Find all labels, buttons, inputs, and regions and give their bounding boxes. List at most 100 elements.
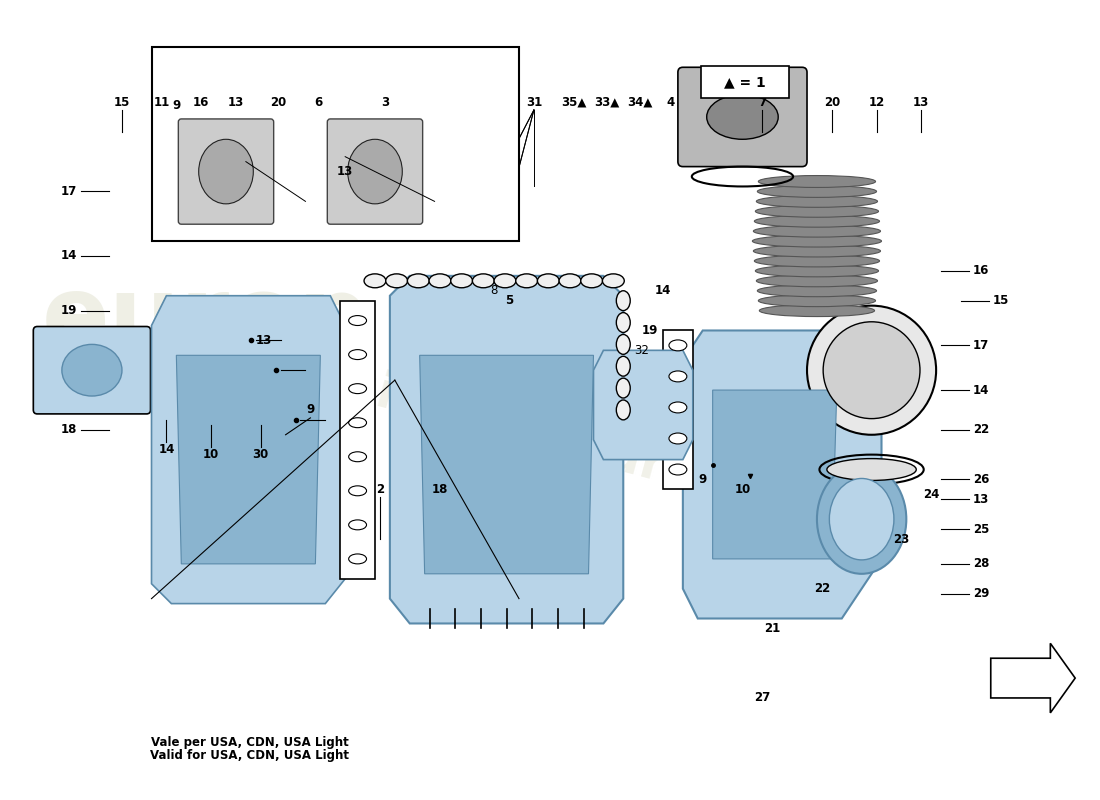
Text: 14: 14 [158, 443, 175, 456]
Bar [340, 301, 375, 578]
Ellipse shape [559, 274, 581, 288]
Text: 34▲: 34▲ [627, 95, 652, 109]
Ellipse shape [494, 274, 516, 288]
Bar [663, 330, 693, 490]
Text: 8: 8 [491, 284, 498, 298]
Ellipse shape [756, 206, 879, 218]
Ellipse shape [349, 486, 366, 496]
Text: 13: 13 [972, 493, 989, 506]
Ellipse shape [759, 305, 874, 317]
Ellipse shape [603, 274, 625, 288]
Text: 15: 15 [992, 294, 1009, 307]
Text: Valid for USA, CDN, USA Light: Valid for USA, CDN, USA Light [151, 749, 350, 762]
Text: 4: 4 [667, 95, 675, 109]
Ellipse shape [758, 294, 876, 306]
FancyBboxPatch shape [178, 119, 274, 224]
Ellipse shape [616, 378, 630, 398]
Text: 30: 30 [253, 448, 268, 461]
Ellipse shape [538, 274, 559, 288]
Ellipse shape [349, 554, 366, 564]
Ellipse shape [823, 322, 920, 418]
Ellipse shape [349, 520, 366, 530]
Polygon shape [176, 355, 320, 564]
Text: 3: 3 [381, 95, 389, 109]
Ellipse shape [757, 195, 878, 207]
Ellipse shape [829, 478, 894, 560]
Ellipse shape [349, 315, 366, 326]
Text: 29: 29 [972, 587, 989, 600]
Text: 2: 2 [376, 483, 384, 496]
Text: 10: 10 [204, 448, 219, 461]
Text: 14: 14 [972, 383, 989, 397]
Ellipse shape [754, 245, 880, 257]
Ellipse shape [669, 402, 686, 413]
Text: 14: 14 [654, 284, 671, 298]
Ellipse shape [669, 433, 686, 444]
Ellipse shape [386, 274, 408, 288]
Ellipse shape [669, 464, 686, 475]
Text: 13: 13 [228, 95, 244, 109]
Text: 6: 6 [315, 95, 322, 109]
Text: 26: 26 [972, 473, 989, 486]
Ellipse shape [349, 384, 366, 394]
Text: 22: 22 [972, 423, 989, 436]
Text: 22: 22 [814, 582, 830, 595]
Text: 16: 16 [972, 264, 989, 278]
Text: 15: 15 [113, 95, 130, 109]
Polygon shape [389, 276, 624, 623]
Text: 28: 28 [972, 558, 989, 570]
Text: ▲ = 1: ▲ = 1 [724, 75, 766, 89]
Text: Vale per USA, CDN, USA Light: Vale per USA, CDN, USA Light [151, 736, 349, 749]
Text: 25: 25 [972, 522, 989, 536]
Text: 19: 19 [60, 304, 77, 317]
Text: 10: 10 [735, 483, 750, 496]
Polygon shape [420, 355, 594, 574]
Text: 12: 12 [868, 95, 884, 109]
Text: 32: 32 [635, 344, 649, 357]
Ellipse shape [349, 452, 366, 462]
Ellipse shape [516, 274, 538, 288]
Text: 14: 14 [60, 250, 77, 262]
Text: 18: 18 [60, 423, 77, 436]
Ellipse shape [754, 226, 880, 237]
Text: europ: europ [42, 272, 371, 369]
Text: 13: 13 [913, 95, 930, 109]
Ellipse shape [758, 285, 877, 297]
Text: 24: 24 [923, 488, 939, 501]
Bar [152, 47, 519, 241]
Text: 20: 20 [271, 95, 287, 109]
Polygon shape [152, 296, 345, 604]
Text: 23: 23 [893, 533, 910, 546]
Text: 21: 21 [764, 622, 780, 635]
Text: 17: 17 [972, 339, 989, 352]
Text: 33▲: 33▲ [594, 95, 619, 109]
Text: 5: 5 [505, 294, 514, 307]
Ellipse shape [807, 306, 936, 434]
Ellipse shape [827, 458, 916, 481]
Polygon shape [713, 390, 837, 559]
FancyBboxPatch shape [701, 66, 789, 98]
Text: 9: 9 [173, 98, 180, 111]
Text: 18: 18 [431, 483, 448, 496]
Ellipse shape [817, 465, 906, 574]
Ellipse shape [199, 139, 253, 204]
Ellipse shape [62, 344, 122, 396]
Ellipse shape [758, 175, 876, 187]
Polygon shape [683, 330, 881, 618]
Text: 17: 17 [60, 185, 77, 198]
Ellipse shape [755, 215, 880, 227]
Ellipse shape [616, 400, 630, 420]
Text: 9: 9 [698, 473, 707, 486]
Ellipse shape [755, 255, 880, 267]
Ellipse shape [349, 350, 366, 359]
Ellipse shape [616, 313, 630, 333]
Ellipse shape [407, 274, 429, 288]
FancyBboxPatch shape [328, 119, 422, 224]
Ellipse shape [756, 265, 879, 277]
Text: 31: 31 [526, 95, 542, 109]
Text: 11: 11 [153, 95, 169, 109]
Ellipse shape [669, 371, 686, 382]
Text: 35▲: 35▲ [561, 95, 586, 109]
Text: 19: 19 [642, 324, 658, 337]
FancyBboxPatch shape [678, 67, 807, 166]
